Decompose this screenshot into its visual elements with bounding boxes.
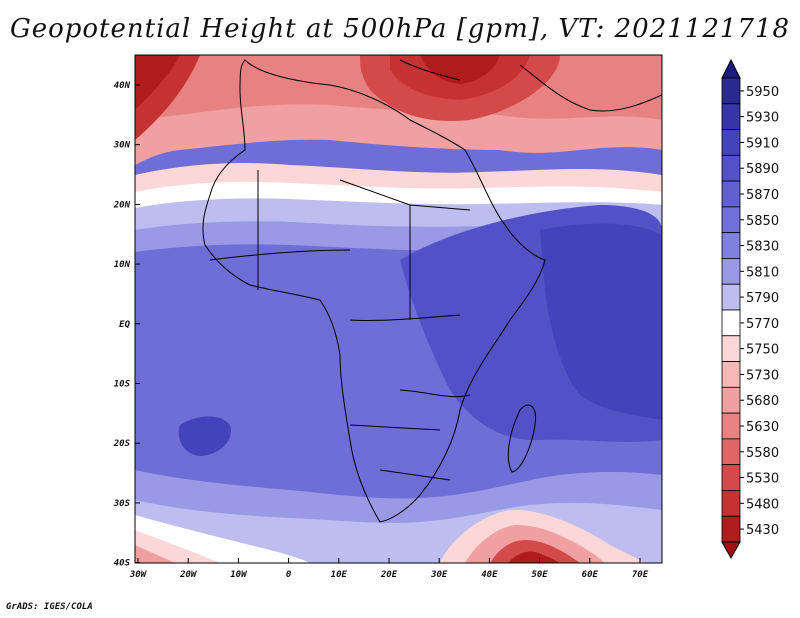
colorbar-segment	[721, 335, 741, 362]
lon-tick-label: 0	[286, 570, 292, 580]
lat-tick-label: 10N	[114, 260, 131, 270]
lon-tick-label: 10W	[230, 570, 248, 580]
colorbar-segment	[721, 103, 741, 130]
lat-tick-label: 30N	[113, 141, 131, 151]
colorbar-level-label: 5950	[746, 85, 779, 100]
colorbar-level-label: 5870	[746, 188, 779, 203]
lon-tick-label: 60E	[582, 570, 599, 580]
colorbar-level-label: 5430	[746, 523, 779, 538]
colorbar-segment	[721, 77, 741, 105]
colorbar-segment	[721, 361, 741, 388]
colorbar-segment	[721, 386, 741, 414]
lon-tick-label: 70E	[632, 570, 649, 580]
colorbar-level-label: 5890	[746, 162, 779, 177]
colorbar-segment	[721, 129, 741, 156]
colorbar-segment	[721, 258, 741, 285]
colorbar-bottom-arrow	[721, 541, 741, 560]
map-title: Geopotential Height at 500hPa [gpm], VT:…	[9, 14, 791, 44]
colorbar-level-label: 5580	[746, 446, 779, 461]
lat-tick-label: 10S	[114, 380, 131, 390]
lat-tick-label: 30S	[113, 499, 131, 509]
colorbar-segment	[721, 490, 741, 517]
lat-tick-label: 20N	[113, 200, 131, 210]
colorbar-level-label: 5930	[746, 111, 779, 126]
colorbar-level-label: 5680	[746, 394, 779, 409]
colorbar-segment	[721, 438, 741, 466]
colorbar-level-label: 5750	[746, 343, 779, 358]
colorbar-level-label: 5530	[746, 472, 779, 487]
lat-tick-label: 40N	[114, 81, 131, 91]
lon-tick-label: 20E	[380, 570, 398, 580]
colorbar-level-label: 5730	[746, 368, 779, 383]
colorbar-segment	[721, 283, 741, 311]
map-frame	[134, 54, 663, 564]
lon-tick-label: 20W	[179, 570, 198, 580]
colorbar-level-label: 5830	[746, 240, 779, 255]
lon-tick-label: 10E	[331, 570, 348, 580]
lat-tick-label: 20S	[113, 439, 131, 449]
colorbar-segment	[721, 180, 741, 208]
colorbar-segment	[721, 412, 741, 440]
lat-tick-label: 40S	[114, 559, 131, 569]
latitude-axis: 40N 30N 20N 10N EQ 10S 20S 30S 40S	[113, 81, 140, 569]
lon-tick-label: 40E	[481, 570, 498, 580]
colorbar-level-label: 5850	[746, 214, 779, 229]
colorbar-segment	[721, 515, 741, 543]
colorbar-segment	[721, 206, 741, 234]
geopotential-field	[135, 55, 662, 563]
lon-tick-label: 30E	[430, 570, 448, 580]
colorbar-level-label: 5630	[746, 420, 779, 435]
colorbar-segment	[721, 464, 741, 491]
longitude-axis: 30W 20W 10W 0 10E 20E 30E 40E 50E 60E 70E	[129, 558, 649, 580]
colorbar-level-label: 5770	[746, 317, 779, 332]
colorbar-top-arrow	[721, 58, 741, 79]
colorbar-segment	[721, 232, 741, 259]
colorbar-level-label: 5480	[746, 497, 779, 512]
coastlines	[202, 59, 662, 523]
colorbar-segment	[721, 309, 741, 337]
grads-credit: GrADS: IGES/COLA	[6, 602, 93, 612]
colorbar-level-label: 5790	[746, 291, 779, 306]
colorbar-legend: 5950 5930 5910 5890 5870 5850 5830 5810 5790 5770…	[721, 58, 779, 560]
colorbar-level-label: 5910	[746, 136, 779, 151]
colorbar-level-label: 5810	[746, 265, 779, 280]
colorbar-segment	[721, 154, 741, 182]
lon-tick-label: 30W	[129, 570, 148, 580]
lat-tick-label: EQ	[119, 320, 130, 330]
lon-tick-label: 50E	[531, 570, 548, 580]
